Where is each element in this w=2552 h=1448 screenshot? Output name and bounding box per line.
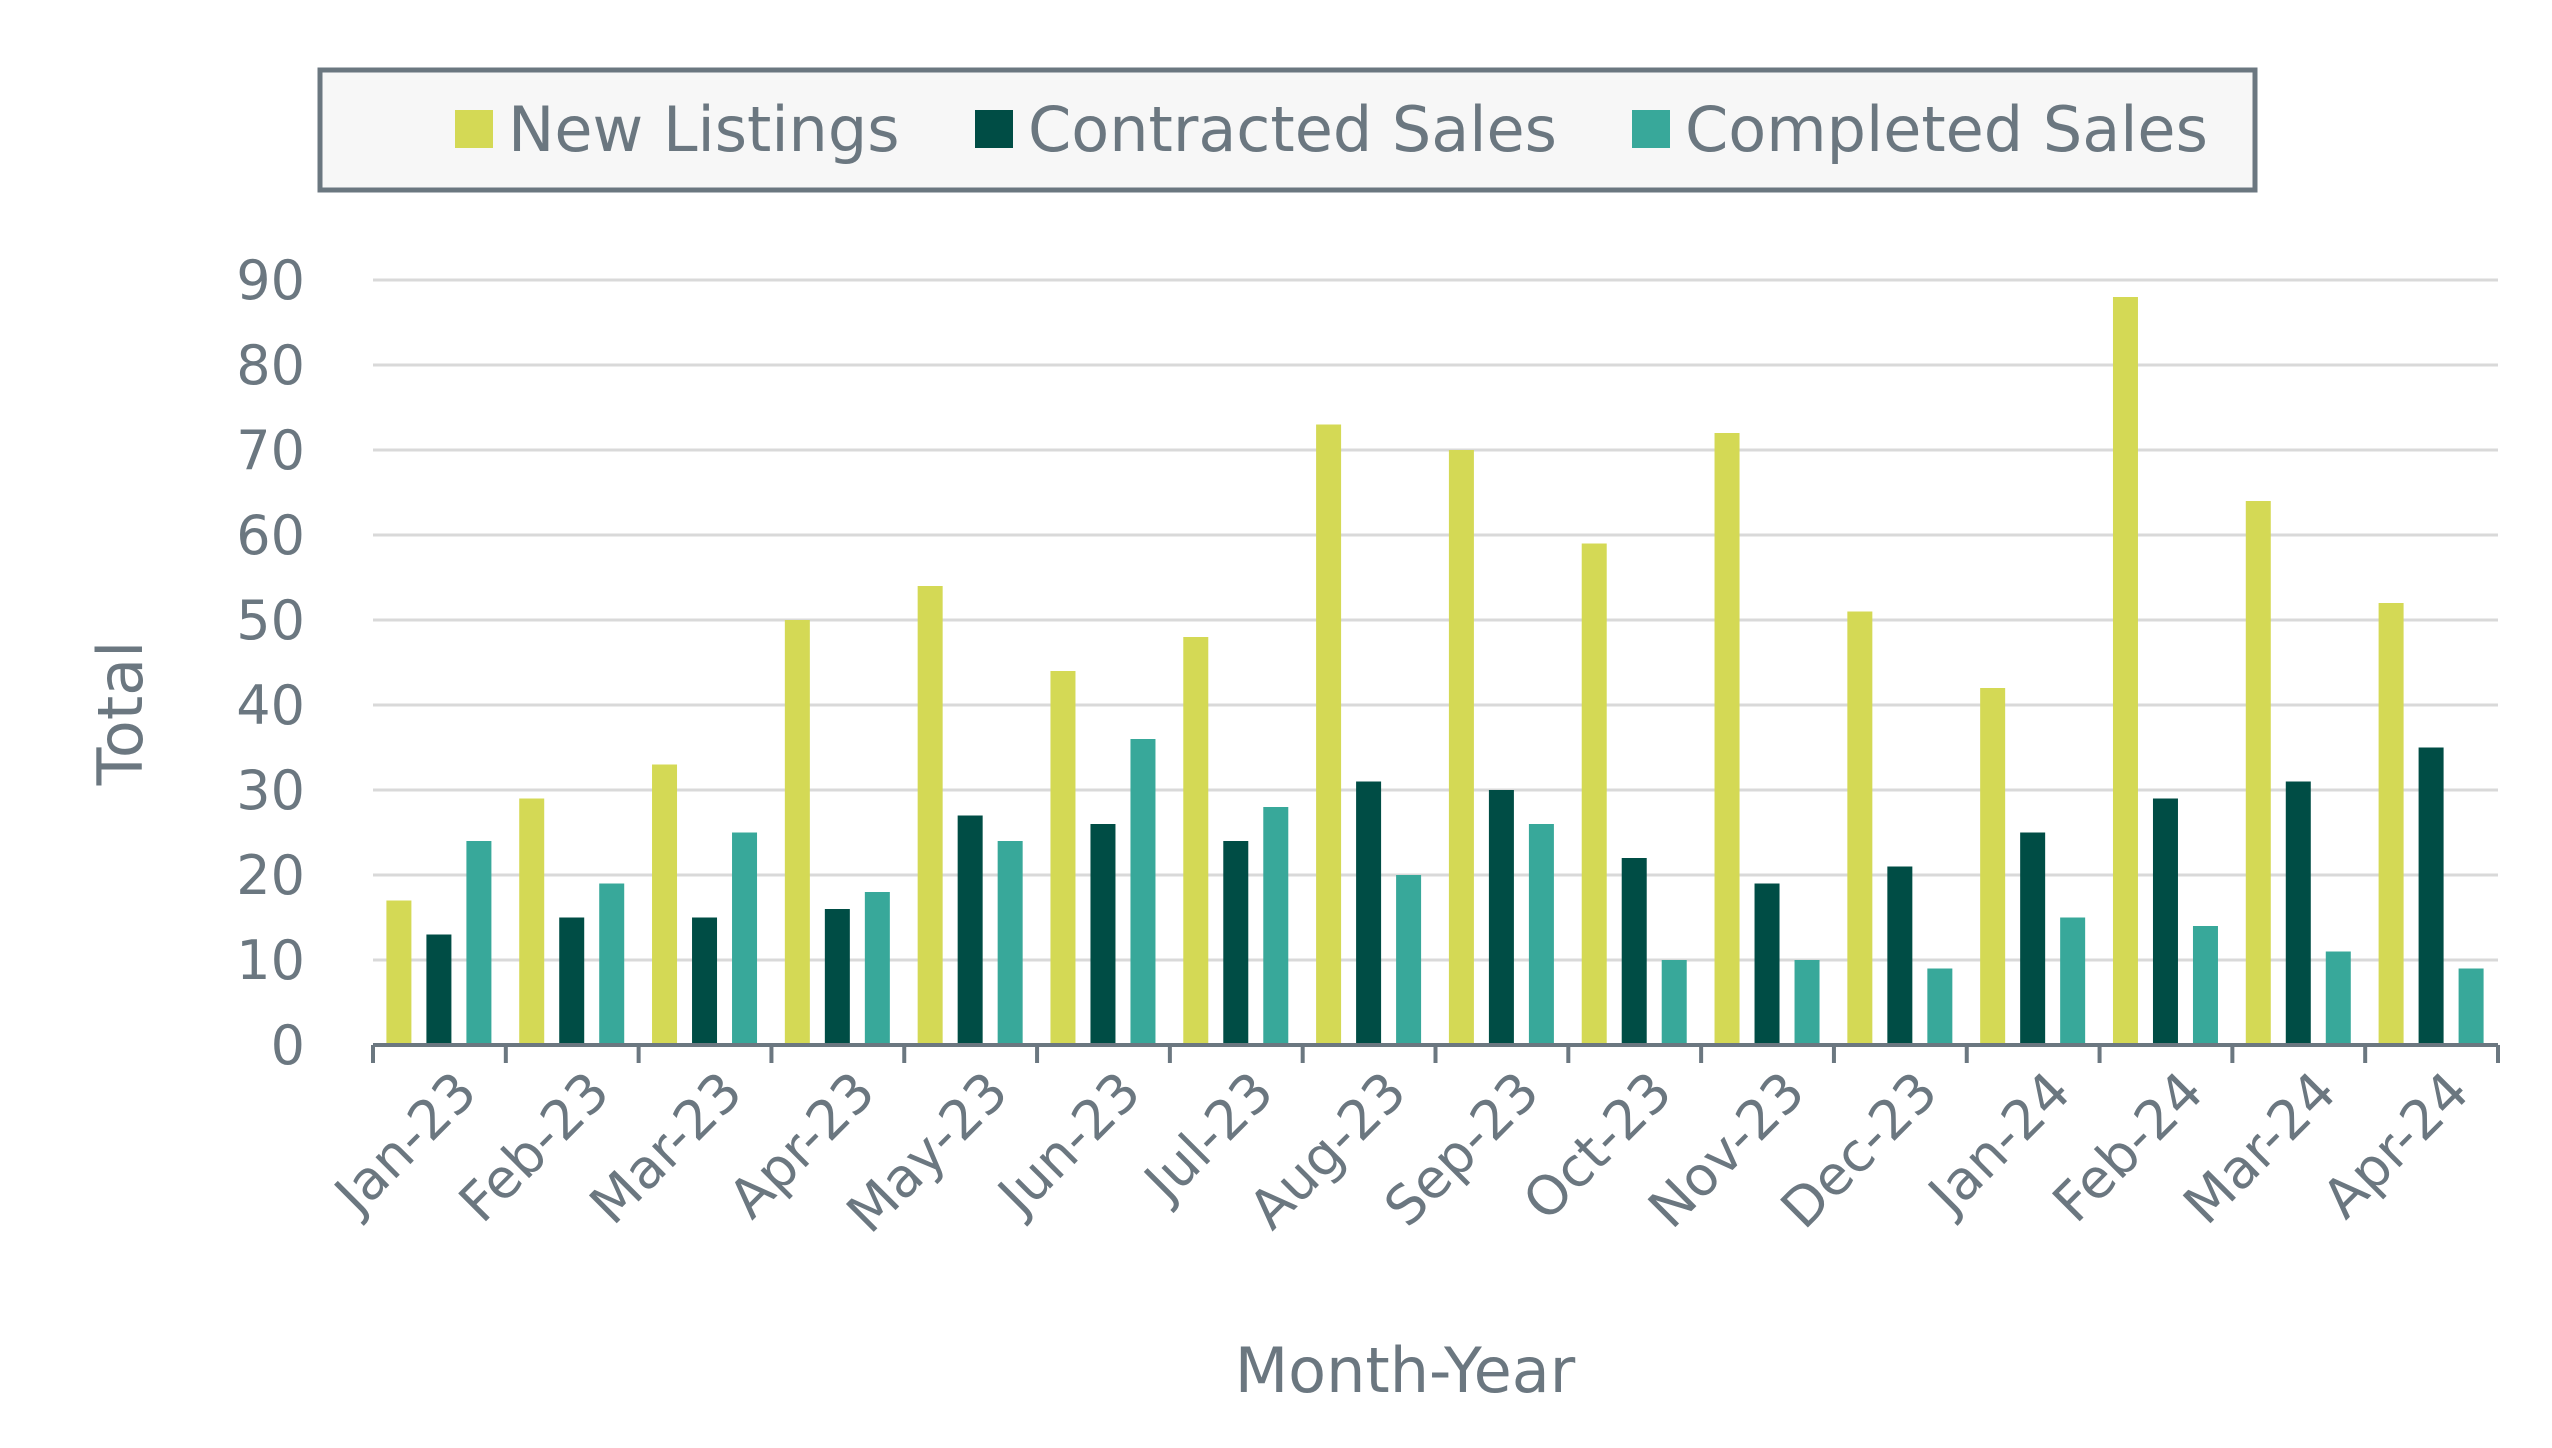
- axes: [371, 1043, 2500, 1063]
- bar-new-listings: [1980, 688, 2006, 1045]
- bar-completed-sales: [732, 832, 758, 1045]
- bar-completed-sales: [1263, 807, 1289, 1045]
- bar-new-listings: [1714, 433, 1740, 1045]
- bar-contracted-sales: [1223, 841, 1249, 1045]
- bar-completed-sales: [1794, 960, 1820, 1045]
- bar-new-listings: [519, 798, 545, 1045]
- bar-completed-sales: [2060, 917, 2086, 1045]
- y-tick-label: 70: [236, 419, 305, 482]
- legend-swatch: [455, 110, 493, 148]
- bar-contracted-sales: [2418, 747, 2444, 1045]
- x-tick-label: Jun-23: [984, 1060, 1153, 1229]
- legend-label: Contracted Sales: [1028, 93, 1557, 166]
- bar-new-listings: [1847, 611, 1873, 1045]
- x-tick-label: Apr-24: [2310, 1060, 2481, 1231]
- bar-new-listings: [2112, 297, 2138, 1045]
- bar-new-listings: [784, 620, 810, 1045]
- bar-completed-sales: [2325, 951, 2351, 1045]
- y-tick-label: 10: [236, 929, 305, 992]
- bar-new-listings: [386, 900, 412, 1045]
- legend-item: New Listings: [455, 93, 900, 166]
- bar-contracted-sales: [559, 917, 585, 1045]
- legend-item: Completed Sales: [1632, 93, 2208, 166]
- x-axis-title: Month-Year: [1235, 1334, 1576, 1407]
- bar-new-listings: [652, 764, 678, 1045]
- bar-contracted-sales: [1887, 866, 1913, 1045]
- bar-new-listings: [2378, 603, 2404, 1045]
- y-tick-label: 20: [236, 844, 305, 907]
- y-tick-label: 30: [236, 759, 305, 822]
- legend-label: Completed Sales: [1685, 93, 2208, 166]
- bar-completed-sales: [1927, 968, 1953, 1045]
- x-tick-label: Mar-24: [2171, 1060, 2348, 1237]
- bar-contracted-sales: [1754, 883, 1780, 1045]
- legend-swatch: [1632, 110, 1670, 148]
- y-axis-title: Total: [84, 641, 157, 787]
- bar-contracted-sales: [2285, 781, 2311, 1045]
- bars: [386, 297, 2484, 1045]
- x-tick-label: Mar-23: [578, 1060, 755, 1237]
- bar-completed-sales: [1130, 739, 1156, 1045]
- y-tick-label: 0: [271, 1014, 305, 1077]
- legend-box: [317, 67, 2258, 193]
- y-tick-label: 80: [236, 334, 305, 397]
- bar-contracted-sales: [1090, 824, 1116, 1045]
- bar-completed-sales: [2192, 926, 2218, 1045]
- y-tick-label: 50: [236, 589, 305, 652]
- bar-contracted-sales: [2020, 832, 2046, 1045]
- bar-completed-sales: [1396, 875, 1422, 1045]
- legend: New Listings Contracted Sales Completed Sa…: [317, 67, 2258, 193]
- bar-new-listings: [1316, 424, 1342, 1045]
- y-tick-labels: 0 10 20 30 40 50 60 70 80 90: [236, 249, 305, 1077]
- gridlines: [373, 278, 2498, 962]
- bar-new-listings: [1183, 637, 1209, 1045]
- legend-swatch: [975, 110, 1013, 148]
- legend-label: New Listings: [508, 93, 900, 166]
- bar-contracted-sales: [2152, 798, 2178, 1045]
- bar-completed-sales: [1661, 960, 1687, 1045]
- bar-contracted-sales: [1621, 858, 1647, 1045]
- bar-new-listings: [917, 586, 943, 1045]
- bar-new-listings: [1581, 543, 1607, 1045]
- bar-completed-sales: [2458, 968, 2484, 1045]
- bar-new-listings: [1050, 671, 1076, 1045]
- y-tick-label: 40: [236, 674, 305, 737]
- bar-completed-sales: [599, 883, 625, 1045]
- bar-contracted-sales: [426, 934, 452, 1045]
- bar-completed-sales: [864, 892, 890, 1045]
- y-tick-label: 90: [236, 249, 305, 312]
- bar-completed-sales: [997, 841, 1023, 1045]
- bar-contracted-sales: [692, 917, 718, 1045]
- x-tick-labels: Jan-23Feb-23Mar-23Apr-23May-23Jun-23Jul-…: [321, 1060, 2481, 1245]
- bar-completed-sales: [1528, 824, 1554, 1045]
- bar-contracted-sales: [1488, 790, 1514, 1045]
- bar-contracted-sales: [1356, 781, 1382, 1045]
- bar-contracted-sales: [957, 815, 983, 1045]
- y-tick-label: 60: [236, 504, 305, 567]
- bar-new-listings: [1448, 450, 1474, 1045]
- bar-contracted-sales: [824, 909, 850, 1045]
- legend-item: Contracted Sales: [975, 93, 1557, 166]
- bar-new-listings: [2245, 501, 2271, 1045]
- bar-completed-sales: [466, 841, 492, 1045]
